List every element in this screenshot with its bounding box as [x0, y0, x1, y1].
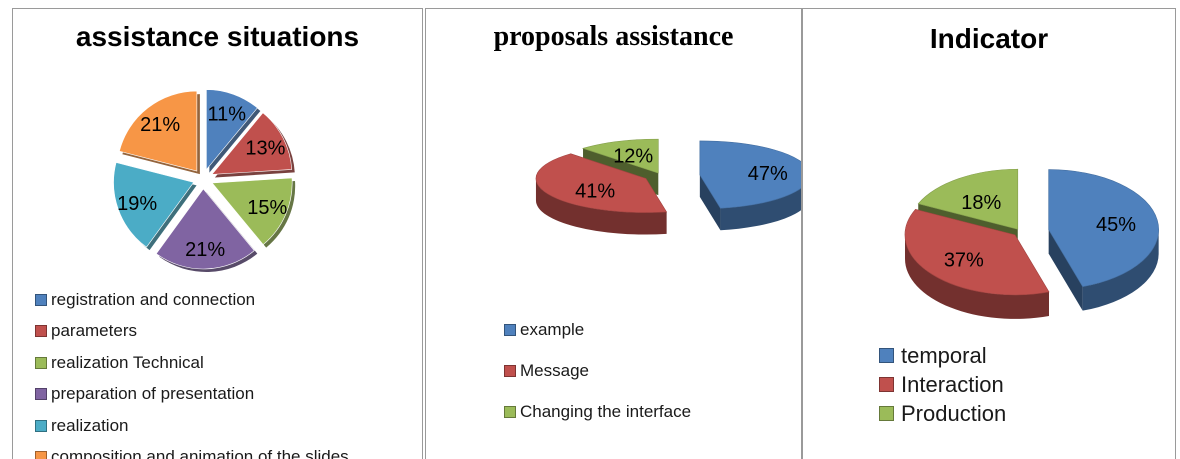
chart-legend: example Message Changing the interface [504, 309, 691, 432]
legend-label: parameters [51, 321, 137, 341]
legend-item-realization: realization [35, 410, 349, 442]
legend-item-interaction: Interaction [879, 370, 1006, 399]
data-label-production: 18% [961, 192, 1001, 214]
chart-panel-indicator: Indicator 45% 37% 18% temporal Interaction P… [802, 8, 1176, 459]
legend-label: realization Technical [51, 352, 204, 372]
legend-swatch [504, 405, 516, 418]
pie-slice-realization-technical [211, 177, 293, 246]
legend-swatch [35, 293, 47, 306]
pie-slices [904, 168, 1159, 296]
chart-panel-assistance-situations: assistance situations 11% 13% 15% 21% 19% 21%… [12, 8, 423, 459]
legend-label: Message [520, 360, 589, 380]
pie-side-temporal [1082, 229, 1159, 311]
pie-slices [535, 138, 801, 213]
legend-item-changing-the-interface: Changing the interface [504, 391, 691, 432]
data-label-changing-the-interface: 12% [613, 146, 653, 168]
legend-swatch [504, 364, 516, 377]
legend-swatch [35, 451, 47, 459]
legend-swatch [879, 377, 894, 392]
pie-slice-example [699, 140, 801, 209]
data-label-temporal: 45% [1096, 214, 1136, 236]
pie-slice-composition-and-animation-of-the-slides [119, 90, 198, 172]
data-label-message: 41% [575, 180, 615, 202]
pie-side-interaction [904, 234, 1049, 319]
chart-legend: registration and connection parameters rea… [35, 284, 349, 459]
data-label-realization-technical: 15% [247, 197, 287, 219]
legend-item-composition-and-animation-of-the-slides: composition and animation of the slides [35, 442, 349, 459]
pie-side-message [535, 178, 667, 235]
legend-label: Interaction [901, 371, 1004, 397]
data-label-realization: 19% [117, 193, 157, 215]
legend-item-temporal: temporal [879, 341, 1006, 370]
chart-title: proposals assistance [493, 21, 734, 52]
pie-slice-realization [113, 162, 195, 248]
legend-item-example: example [504, 309, 691, 350]
legend-label: temporal [901, 342, 987, 368]
pie-slices [113, 89, 296, 272]
chart-legend: temporal Interaction Production [879, 341, 1006, 428]
legend-item-registration-and-connection: registration and connection [35, 284, 349, 316]
pie-chart-indicator: 45% 37% 18% [904, 168, 1159, 319]
pie-chart-assistance-situations: 11% 13% 15% 21% 19% 21% [113, 89, 296, 272]
chart-panel-proposals-assistance: proposals assistance 47% 41% 12% example Me… [425, 8, 802, 459]
legend-label: Production [901, 400, 1007, 426]
legend-item-preparation-of-presentation: preparation of presentation [35, 379, 349, 411]
pie-slice-registration-and-connection [206, 89, 258, 171]
data-label-parameters: 13% [245, 137, 285, 159]
legend-label: Changing the interface [520, 401, 692, 421]
legend-swatch [879, 348, 894, 363]
pie-slice-interaction [904, 209, 1050, 296]
pie-slice-message [535, 153, 668, 213]
pie-slice-temporal [1048, 169, 1159, 288]
legend-swatch [35, 388, 47, 401]
legend-swatch [879, 406, 894, 421]
pie-slice-preparation-of-presentation [155, 188, 255, 270]
pie-wall-temporal [1048, 229, 1083, 311]
pie-slice-production [917, 168, 1019, 230]
data-label-registration-and-connection: 11% [207, 103, 246, 125]
legend-item-message: Message [504, 350, 691, 391]
legend-item-parameters: parameters [35, 316, 349, 348]
pie-labels: 47% 41% 12% [575, 146, 788, 203]
pie-slice-changing-the-interface [582, 138, 659, 174]
legend-swatch [504, 323, 516, 336]
legend-swatch [35, 419, 47, 432]
data-label-preparation-of-presentation: 21% [185, 239, 225, 261]
legend-label: preparation of presentation [51, 384, 255, 404]
legend-swatch [35, 356, 47, 369]
chart-title: Indicator [929, 23, 1049, 54]
legend-item-production: Production [879, 399, 1006, 428]
data-label-composition-and-animation-of-the-slides: 21% [140, 114, 180, 136]
data-label-interaction: 37% [944, 250, 984, 272]
legend-label: composition and animation of the slides [51, 447, 349, 459]
legend-label: realization [51, 415, 129, 435]
legend-label: example [520, 319, 585, 339]
pie-chart-proposals-assistance: 47% 41% 12% [535, 138, 801, 235]
data-label-example: 47% [748, 163, 788, 185]
chart-title: assistance situations [75, 21, 360, 52]
pie-wall-example [699, 174, 721, 231]
legend-label: registration and connection [51, 289, 256, 309]
pie-labels: 45% 37% 18% [944, 192, 1136, 272]
pie-side-example [720, 188, 801, 231]
legend-item-realization-technical: realization Technical [35, 347, 349, 379]
pie-slice-parameters [211, 112, 293, 175]
legend-swatch [35, 325, 47, 338]
